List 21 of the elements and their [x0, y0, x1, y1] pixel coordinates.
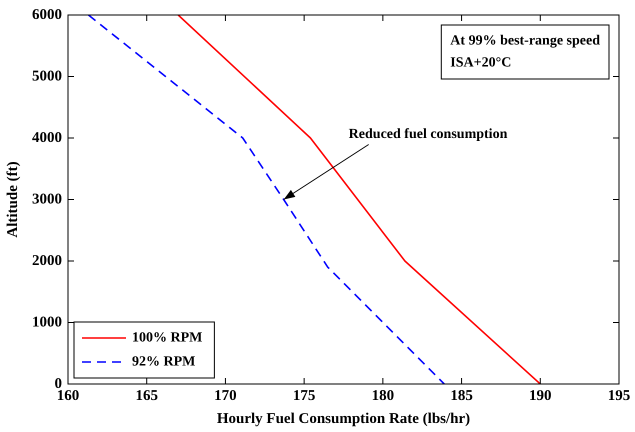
x-axis-title: Hourly Fuel Consumption Rate (lbs/hr)	[216, 410, 470, 427]
legend-label: 92% RPM	[132, 354, 196, 370]
x-tick-label: 165	[135, 388, 158, 404]
y-tick-label: 6000	[32, 6, 62, 23]
annotation: At 99% best-range speed	[450, 34, 600, 49]
x-tick-label: 190	[529, 388, 552, 404]
y-tick-label: 5000	[32, 68, 62, 84]
x-tick-label: 160	[56, 388, 80, 404]
y-tick-label: 1000	[32, 314, 62, 330]
y-tick-label: 3000	[32, 191, 62, 208]
y-tick-label: 2000	[32, 252, 62, 269]
x-tick-label: 175	[292, 388, 316, 404]
annotation: ISA+20°C	[450, 56, 512, 71]
x-tick-label: 170	[214, 388, 237, 404]
x-tick-label: 185	[450, 388, 473, 404]
x-tick-label: 180	[372, 388, 394, 404]
annotation: Reduced fuel consumption	[348, 127, 508, 142]
y-axis-title: Altitude (ft)	[4, 161, 21, 238]
legend-label: 100% RPM	[132, 330, 202, 346]
y-tick-label: 4000	[32, 130, 62, 146]
x-tick-label: 195	[608, 388, 630, 404]
